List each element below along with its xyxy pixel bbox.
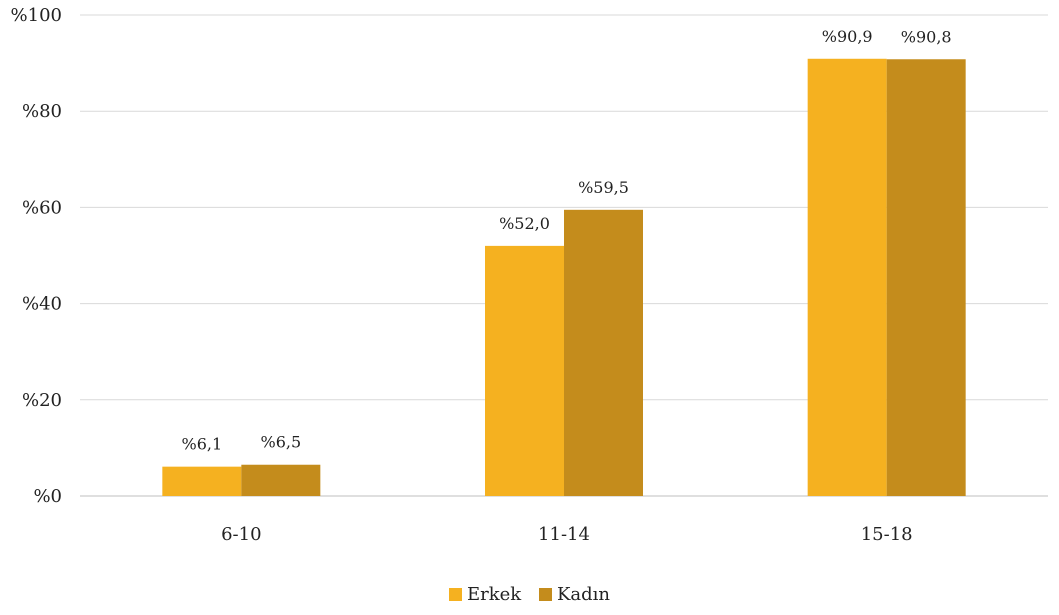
y-tick-label: %100 (11, 5, 62, 26)
bar (807, 58, 887, 497)
bar (564, 209, 643, 496)
y-tick-label: %20 (22, 390, 62, 411)
bar (485, 245, 564, 496)
x-axis-categories: 6-10 11-14 15-18 (221, 524, 913, 545)
legend-label-erkek: Erkek (466, 584, 522, 605)
legend-item-erkek: Erkek (448, 584, 522, 605)
x-category-label: 15-18 (861, 524, 913, 545)
bar (241, 464, 321, 496)
data-label: %90,9 (822, 27, 873, 46)
data-label: %6,5 (261, 433, 302, 452)
legend-swatch-erkek (448, 588, 462, 601)
data-label: %90,8 (901, 27, 952, 46)
data-label: %52,0 (499, 214, 550, 233)
legend-label-kadin: Kadın (556, 584, 610, 605)
x-category-label: 6-10 (221, 524, 261, 545)
data-labels: %6,1 %6,5 %52,0 %59,5 %90,9 %90,8 (182, 27, 952, 454)
y-tick-label: %40 (22, 294, 62, 315)
data-label: %6,1 (182, 435, 223, 454)
bar (162, 466, 242, 496)
legend-item-kadin: Kadın (538, 584, 610, 605)
y-tick-label: %0 (33, 486, 62, 507)
data-label: %59,5 (578, 178, 629, 197)
bar (886, 59, 966, 496)
y-axis-ticks: %0 %20 %40 %60 %80 %100 (11, 5, 62, 507)
x-category-label: 11-14 (538, 524, 590, 545)
bar-chart: %0 %20 %40 %60 %80 %100 %6,1 %6,5 %52,0 %59,5 %90… (11, 5, 1048, 545)
y-tick-label: %60 (22, 197, 62, 218)
legend-swatch-kadin (538, 588, 552, 601)
y-tick-label: %80 (22, 101, 62, 122)
bars (162, 58, 966, 497)
legend: Erkek Kadın (0, 584, 1059, 606)
